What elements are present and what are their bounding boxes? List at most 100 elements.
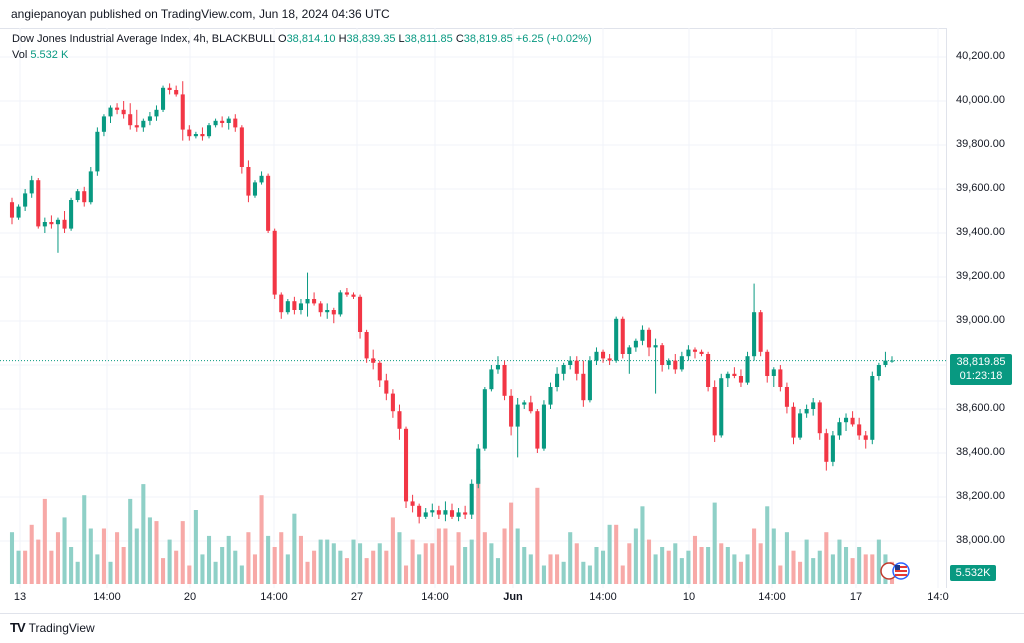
candle-body xyxy=(16,206,21,218)
volume-bar xyxy=(804,539,809,584)
volume-bar xyxy=(725,547,730,584)
candle-body xyxy=(305,299,310,304)
candle-body xyxy=(88,171,93,203)
candle-body xyxy=(476,448,481,484)
volume-bar xyxy=(791,550,796,584)
candle-body xyxy=(574,360,579,374)
candle-body xyxy=(870,376,875,440)
publisher-bar: angiepanoyan published on TradingView.co… xyxy=(0,0,1024,28)
volume-bar xyxy=(174,550,179,584)
candle-body xyxy=(174,90,179,95)
volume-label[interactable]: Vol xyxy=(12,49,28,61)
close-value: 38,819.85 xyxy=(463,33,513,45)
volume-bar xyxy=(213,561,218,584)
volume-bar xyxy=(784,532,789,584)
bar-countdown: 01:23:18 xyxy=(959,370,1003,382)
volume-bar xyxy=(555,554,560,584)
volume-bar xyxy=(476,469,481,584)
candle-body xyxy=(147,116,152,121)
footer-brand[interactable]: TV TradingView xyxy=(10,620,95,635)
us-flag-icon[interactable] xyxy=(880,562,910,580)
volume-bar xyxy=(778,565,783,584)
volume-bar xyxy=(384,550,389,584)
candle-body xyxy=(351,294,356,297)
candle-body xyxy=(640,329,645,341)
candle-body xyxy=(318,303,323,313)
candle-body xyxy=(614,318,619,361)
candle-body xyxy=(778,369,783,387)
candle-body xyxy=(187,129,192,137)
candle-body xyxy=(627,347,632,354)
volume-bar xyxy=(351,539,356,584)
candle-body xyxy=(449,510,455,517)
volume-bar xyxy=(147,517,152,584)
candle-body xyxy=(397,411,402,429)
price-tick-label: 39,200.00 xyxy=(956,270,1005,282)
volume-bar xyxy=(456,532,461,584)
price-tick-label: 39,800.00 xyxy=(956,138,1005,150)
candle-body xyxy=(121,109,126,115)
candle-body xyxy=(548,387,553,405)
volume-bar xyxy=(49,550,54,584)
candles xyxy=(9,81,895,524)
candle-body xyxy=(344,292,349,295)
candle-body xyxy=(791,406,796,438)
candle-body xyxy=(469,483,474,515)
candle-body xyxy=(23,193,28,207)
low-label: L xyxy=(398,33,405,45)
volume-bar xyxy=(673,543,678,584)
volume-bar xyxy=(581,561,586,584)
volume-bar xyxy=(679,558,684,584)
candle-body xyxy=(863,435,868,440)
volume-bar xyxy=(863,554,868,584)
volume-bar xyxy=(305,561,310,584)
volume-bar xyxy=(666,550,671,584)
volume-bar xyxy=(312,550,317,584)
candle-body xyxy=(206,125,212,137)
candle-body xyxy=(857,424,862,436)
candle-body xyxy=(285,301,290,313)
candle-body xyxy=(29,180,34,194)
close-label: C xyxy=(455,33,464,45)
price-axis[interactable] xyxy=(946,28,1024,588)
volume-bars xyxy=(9,469,895,584)
volume-bar xyxy=(246,532,251,584)
candle-body xyxy=(62,219,67,229)
candle-body xyxy=(384,380,389,394)
candle-body xyxy=(541,404,546,449)
volume-bar xyxy=(699,547,704,584)
candle-body xyxy=(364,332,369,359)
volume-bar xyxy=(574,543,579,584)
volume-bar xyxy=(653,554,658,584)
volume-legend: Vol 5.532 K xyxy=(12,49,68,61)
volume-bar xyxy=(16,550,21,584)
price-tick-label: 39,000.00 xyxy=(956,314,1005,326)
candle-body xyxy=(850,417,855,425)
candle-body xyxy=(482,389,487,449)
volume-bar xyxy=(876,539,881,584)
candle-body xyxy=(811,402,816,409)
candle-body xyxy=(272,230,277,295)
chart-frame xyxy=(0,28,1024,614)
candle-body xyxy=(443,510,448,515)
candle-body xyxy=(226,118,231,123)
candle-body xyxy=(535,411,540,449)
candle-body xyxy=(771,369,776,376)
volume-bar xyxy=(463,547,468,584)
candle-body xyxy=(489,369,494,390)
price-chart[interactable] xyxy=(0,28,946,588)
volume-bar xyxy=(128,498,133,584)
volume-bar xyxy=(55,532,61,584)
symbol-title[interactable]: Dow Jones Industrial Average Index, 4h, … xyxy=(12,33,275,45)
volume-bar xyxy=(298,535,303,584)
volume-bar xyxy=(266,535,271,584)
volume-bar xyxy=(620,565,625,584)
volume-bar xyxy=(449,565,455,584)
volume-bar xyxy=(371,550,376,584)
candle-body xyxy=(390,393,395,412)
volume-bar xyxy=(646,539,652,584)
volume-bar xyxy=(509,502,514,584)
volume-bar xyxy=(692,535,698,584)
volume-bar xyxy=(23,550,28,584)
volume-bar xyxy=(121,547,126,584)
